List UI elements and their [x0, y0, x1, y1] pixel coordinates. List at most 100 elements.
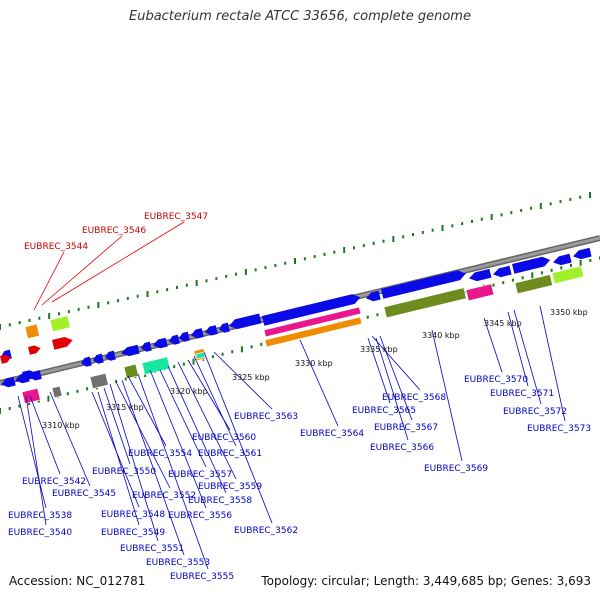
gene-leader: [103, 387, 131, 465]
rna-label: EUBREC_3547: [144, 212, 208, 222]
outer-tick: [225, 274, 228, 278]
outer-tick: [333, 250, 336, 254]
inner-tick: [66, 392, 69, 396]
inner-tick: [47, 395, 50, 402]
outer-tick: [8, 323, 11, 327]
gene-leader: [29, 395, 61, 475]
gene-leader: [25, 395, 47, 526]
inner-tick: [211, 355, 214, 359]
gene-leader: [371, 335, 421, 391]
inner-tick: [569, 263, 572, 267]
outer-tick: [323, 252, 326, 256]
gene-label: EUBREC_3550: [92, 467, 156, 477]
gene-leader: [49, 391, 91, 487]
outer-tick: [117, 299, 119, 303]
ruler-label: 3335 kbp: [360, 345, 398, 354]
rna-leader: [33, 251, 65, 311]
cds-arrow: [553, 253, 572, 266]
outer-tick: [372, 241, 375, 245]
gene-label: EUBREC_3561: [198, 449, 262, 459]
cog-box: [123, 363, 139, 380]
outer-tick: [530, 206, 532, 210]
gene-label: EUBREC_3565: [352, 406, 416, 416]
outer-tick: [382, 239, 385, 243]
outer-tick: [412, 233, 414, 237]
inner-tick: [260, 342, 263, 346]
features: [0, 247, 592, 405]
inner-tick: [560, 266, 563, 270]
outer-tick: [392, 236, 395, 242]
gene-label: EUBREC_3554: [128, 449, 192, 459]
outer-tick: [146, 291, 149, 297]
outer-tick: [559, 200, 562, 204]
gene-leader: [121, 379, 185, 556]
ruler-label: 3330 kbp: [295, 359, 333, 368]
gene-label: EUBREC_3542: [22, 477, 86, 487]
gene-label: EUBREC_3540: [8, 528, 72, 538]
gene-leader: [203, 351, 273, 524]
gene-leader: [159, 369, 207, 468]
cog-box: [514, 274, 553, 295]
gene-label: EUBREC_3558: [188, 496, 252, 506]
ruler-label: 3310 kbp: [42, 421, 80, 430]
outer-tick: [126, 296, 129, 300]
inner-tick: [192, 358, 195, 365]
gene-leader: [177, 361, 237, 480]
inner-tick: [540, 271, 543, 275]
outer-tick: [480, 217, 483, 221]
cds-arrow: [121, 344, 140, 357]
outer-tick: [195, 280, 198, 286]
rna-label: EUBREC_3546: [82, 226, 146, 236]
inner-tick: [86, 387, 89, 391]
gene-label: EUBREC_3563: [234, 412, 298, 422]
outer-tick: [421, 230, 424, 234]
gene-label: EUBREC_3549: [101, 528, 165, 538]
outer-tick: [274, 263, 277, 267]
inner-tick: [37, 399, 40, 403]
cog-box: [24, 323, 40, 340]
outer-tick: [589, 192, 591, 198]
inner-tick: [18, 404, 21, 408]
ruler-label: 3350 kbp: [550, 308, 588, 317]
inner-tick: [8, 407, 11, 411]
rna-leader: [51, 221, 185, 303]
cog-box: [21, 387, 41, 405]
gene-leader: [483, 317, 503, 373]
outer-tick: [510, 211, 513, 215]
outer-tick: [362, 244, 365, 248]
outer-tick: [176, 285, 178, 289]
inner-tick: [221, 352, 224, 356]
gene-label: EUBREC_3567: [374, 423, 438, 433]
cds-arrow: [262, 294, 361, 326]
outer-tick: [107, 301, 110, 305]
cds-arrow: [229, 313, 262, 330]
gene-leader: [167, 365, 227, 494]
gene-leader: [109, 383, 159, 542]
inner-tick: [0, 408, 1, 414]
cds-arrow: [105, 350, 116, 361]
rna-label: EUBREC_3544: [24, 242, 88, 252]
inner-tick: [115, 379, 118, 383]
cds-arrow: [493, 265, 512, 278]
outer-tick: [0, 324, 1, 330]
outer-tick: [490, 214, 493, 220]
outer-tick: [205, 279, 208, 283]
gene-label: EUBREC_3571: [490, 389, 554, 399]
ruler-label: 3345 kbp: [484, 319, 522, 328]
inner-tick: [76, 389, 79, 393]
cds-arrow: [141, 341, 152, 352]
gene-leader: [17, 395, 47, 509]
cds-arrow: [153, 337, 168, 349]
outer-tick: [235, 272, 237, 276]
gene-leader: [379, 335, 413, 421]
cog-box: [264, 316, 363, 348]
outer-tick: [18, 321, 21, 325]
outer-tick: [471, 219, 473, 223]
outer-tick: [303, 257, 306, 261]
ruler-label: 3315 kbp: [106, 403, 144, 412]
gene-label: EUBREC_3569: [424, 464, 488, 474]
label-leaders: [17, 221, 566, 570]
outer-tick: [451, 224, 454, 228]
inner-tick: [579, 259, 582, 266]
